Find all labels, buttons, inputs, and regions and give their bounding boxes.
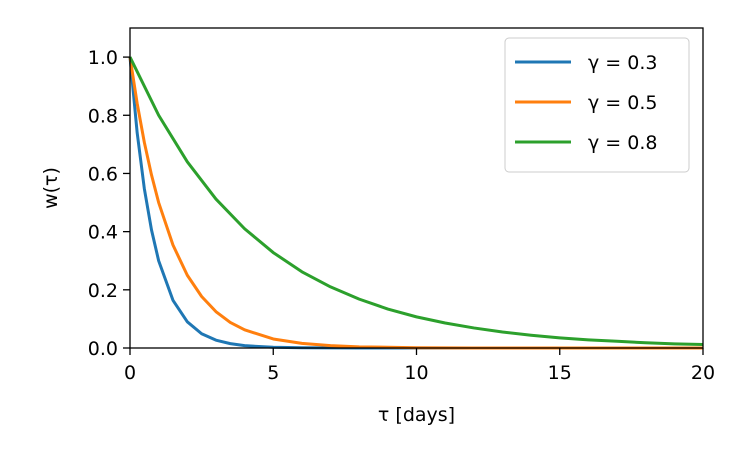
legend-label-1: γ = 0.3 xyxy=(588,52,657,74)
y-tick-label: 0.6 xyxy=(88,163,118,185)
legend: γ = 0.3 γ = 0.5 γ = 0.8 xyxy=(504,37,690,173)
y-tick-label: 0.2 xyxy=(88,280,118,302)
x-tick-label: 5 xyxy=(267,362,279,384)
x-tick-label: 20 xyxy=(691,362,715,384)
x-tick-label: 15 xyxy=(548,362,572,384)
x-axis-ticks: 0 5 10 15 20 xyxy=(124,348,715,384)
series-line-3 xyxy=(128,56,704,347)
y-tick-label: 0.8 xyxy=(88,105,118,127)
y-tick-label: 0.0 xyxy=(88,338,118,360)
legend-box xyxy=(504,37,690,173)
x-tick-label: 0 xyxy=(124,362,136,384)
x-axis-label: τ [days] xyxy=(378,404,455,426)
y-axis-label: w(τ) xyxy=(40,167,62,209)
x-tick-label: 10 xyxy=(404,362,428,384)
y-tick-label: 0.4 xyxy=(88,222,118,244)
y-axis-ticks: 0.0 0.2 0.4 0.6 0.8 1.0 xyxy=(88,47,130,360)
y-tick-label: 1.0 xyxy=(88,47,118,69)
legend-label-3: γ = 0.8 xyxy=(588,132,657,154)
legend-label-2: γ = 0.5 xyxy=(588,92,657,114)
